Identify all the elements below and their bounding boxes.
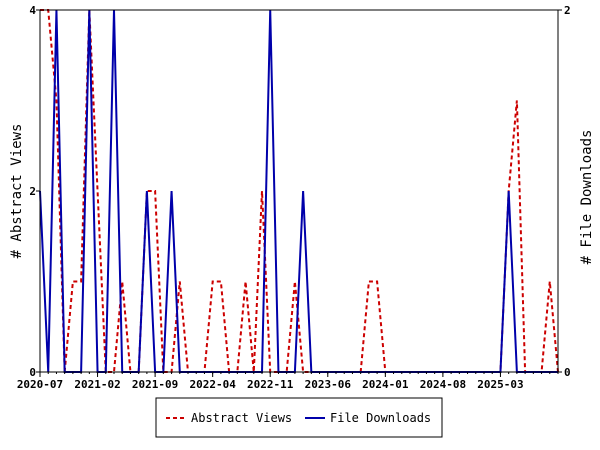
x-tick-label: 2021-09 [132, 378, 178, 391]
x-tick-label: 2021-02 [74, 378, 120, 391]
y-axis-title-right: # File Downloads [579, 130, 595, 265]
x-tick-label: 2023-06 [305, 378, 352, 391]
x-tick-label: 2025-03 [477, 378, 523, 391]
y-tick-label-left: 0 [29, 366, 36, 379]
y-tick-label-left: 2 [29, 185, 36, 198]
legend-box [155, 397, 443, 438]
x-tick-label: 2024-01 [362, 378, 409, 391]
x-tick-label: 2024-08 [420, 378, 466, 391]
y-axis-title-left: # Abstract Views [9, 124, 25, 259]
legend-label-abstract-views: Abstract Views [191, 411, 292, 425]
x-tick-label: 2020-07 [17, 378, 63, 391]
y-tick-label-right: 0 [564, 366, 571, 379]
y-tick-label-left: 4 [29, 4, 36, 17]
legend: Abstract Views File Downloads [155, 397, 443, 438]
y-tick-label-right: 2 [564, 4, 571, 17]
ticks-layer: 2020-07 2021-02 2021-09 2022-04 2022-11 2023-… [17, 4, 571, 391]
x-tick-label: 2022-04 [189, 378, 236, 391]
plot-area [40, 10, 558, 372]
legend-label-file-downloads: File Downloads [330, 411, 431, 425]
x-tick-label: 2022-11 [247, 378, 294, 391]
